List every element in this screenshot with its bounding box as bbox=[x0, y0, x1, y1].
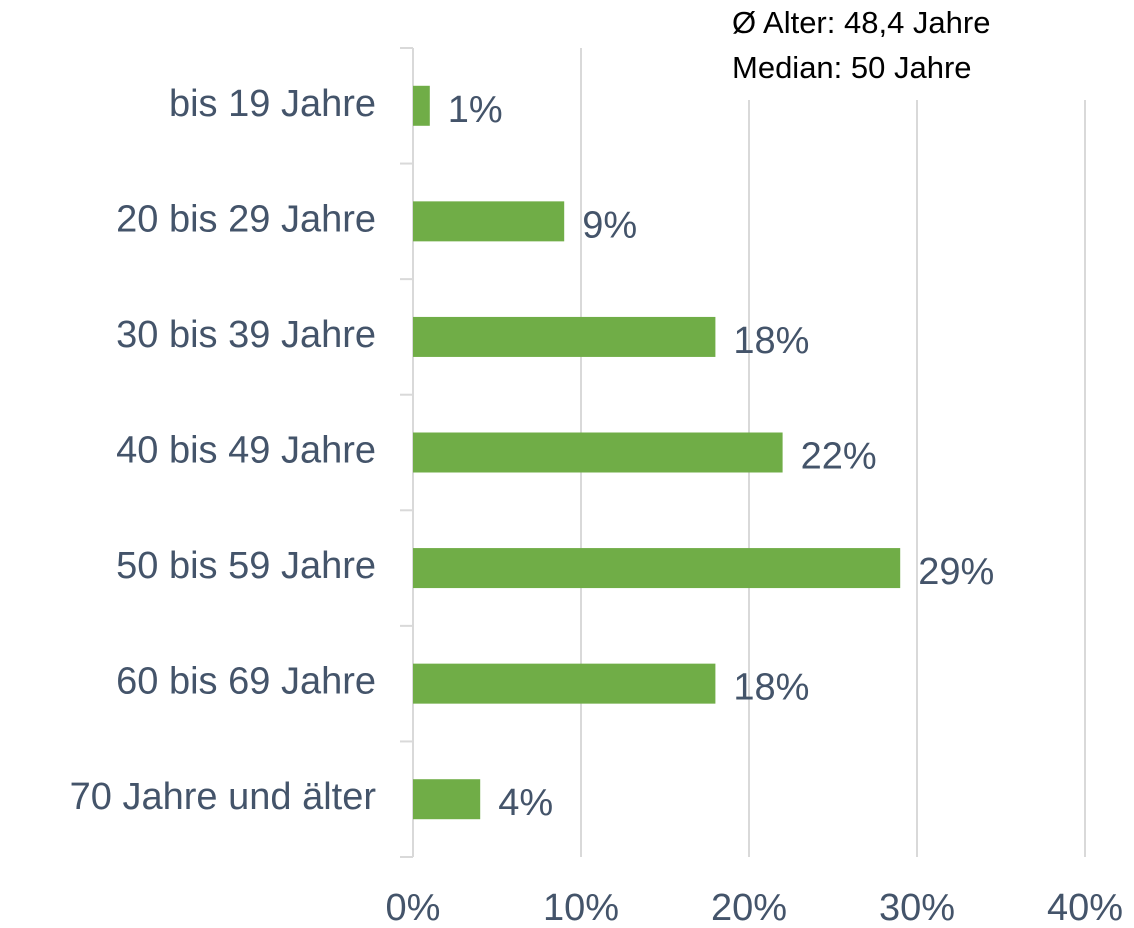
data-label: 1% bbox=[448, 89, 503, 131]
data-label: 4% bbox=[498, 782, 553, 824]
data-label: 29% bbox=[918, 551, 994, 593]
y-tick-label: 40 bis 49 Jahre bbox=[116, 430, 376, 472]
annotation-background bbox=[715, 0, 1134, 100]
data-label: 22% bbox=[801, 436, 877, 478]
x-tick-label: 10% bbox=[543, 887, 619, 928]
y-tick-label: 20 bis 29 Jahre bbox=[116, 198, 376, 240]
data-label: 18% bbox=[733, 320, 809, 362]
bar bbox=[413, 201, 565, 242]
x-tick-label: 40% bbox=[1047, 887, 1123, 928]
annotation: Ø Alter: 48,4 Jahre bbox=[732, 5, 990, 40]
y-tick-label: 30 bis 39 Jahre bbox=[116, 314, 376, 356]
bar bbox=[413, 548, 901, 589]
data-label: 18% bbox=[733, 667, 809, 709]
bar bbox=[413, 432, 783, 473]
bar bbox=[413, 779, 481, 820]
data-label: 9% bbox=[582, 204, 637, 246]
bar bbox=[413, 85, 430, 126]
y-tick-label: 70 Jahre und älter bbox=[70, 776, 377, 818]
annotation: Median: 50 Jahre bbox=[732, 50, 972, 85]
y-tick-label: 60 bis 69 Jahre bbox=[116, 661, 376, 703]
x-tick-label: 20% bbox=[711, 887, 787, 928]
y-tick-label: 50 bis 59 Jahre bbox=[116, 545, 376, 587]
x-tick-label: 30% bbox=[879, 887, 955, 928]
bar bbox=[413, 316, 716, 357]
x-tick-label: 0% bbox=[386, 887, 441, 928]
y-tick-label: bis 19 Jahre bbox=[169, 83, 376, 125]
bar bbox=[413, 663, 716, 704]
